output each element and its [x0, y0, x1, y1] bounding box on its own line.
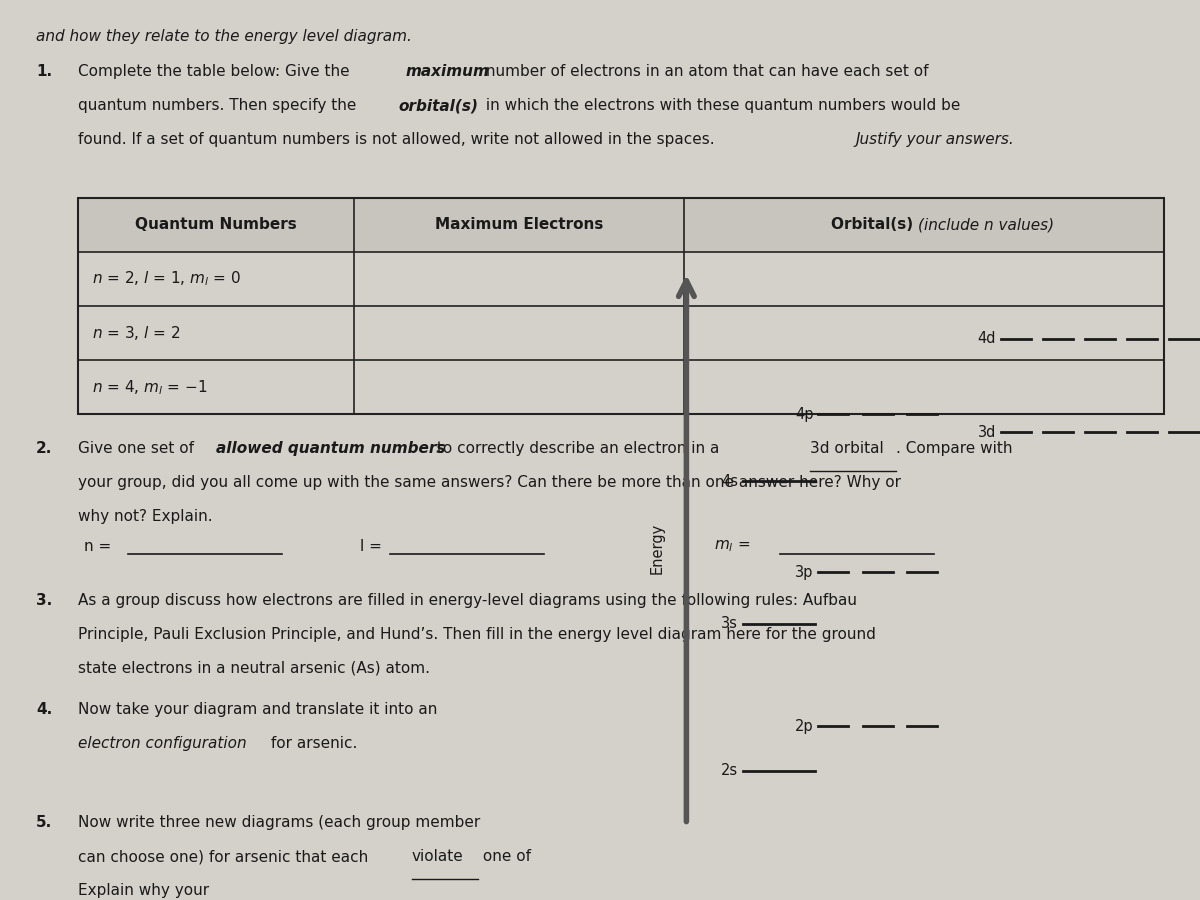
Text: 2s: 2s: [721, 763, 738, 778]
Text: Quantum Numbers: Quantum Numbers: [136, 218, 296, 232]
Text: . Compare with: . Compare with: [896, 441, 1013, 456]
Text: state electrons in a neutral arsenic (As) atom.: state electrons in a neutral arsenic (As…: [78, 661, 430, 675]
Text: in which the electrons with these quantum numbers would be: in which the electrons with these quantu…: [481, 98, 960, 113]
Text: allowed quantum numbers: allowed quantum numbers: [216, 441, 445, 456]
Text: orbital(s): orbital(s): [398, 98, 479, 113]
Text: for arsenic.: for arsenic.: [266, 736, 358, 752]
Text: Maximum Electrons: Maximum Electrons: [434, 218, 604, 232]
Text: 4.: 4.: [36, 702, 53, 717]
Text: 5.: 5.: [36, 815, 53, 831]
Text: Complete the table below: Give the: Complete the table below: Give the: [78, 64, 354, 79]
Text: 3d: 3d: [978, 425, 996, 440]
Text: why not? Explain.: why not? Explain.: [78, 508, 212, 524]
Text: Justify your answers.: Justify your answers.: [856, 132, 1014, 147]
Text: can choose one) for arsenic that each: can choose one) for arsenic that each: [78, 850, 373, 864]
Text: 2.: 2.: [36, 441, 53, 456]
Text: (include n values): (include n values): [918, 218, 1054, 232]
Text: Now write three new diagrams (each group member: Now write three new diagrams (each group…: [78, 815, 480, 831]
Text: 3p: 3p: [796, 564, 814, 580]
Bar: [78, 198, 1164, 414]
Text: Explain why your: Explain why your: [78, 883, 209, 898]
Text: As a group discuss how electrons are filled in energy-level diagrams using the f: As a group discuss how electrons are fil…: [78, 593, 857, 608]
Text: $n$ = 2, $l$ = 1, $m_l$ = 0: $n$ = 2, $l$ = 1, $m_l$ = 0: [92, 270, 241, 288]
Bar: [78, 198, 1164, 252]
Text: 3s: 3s: [721, 616, 738, 632]
Text: electron configuration: electron configuration: [78, 736, 247, 752]
Text: 3d orbital: 3d orbital: [810, 441, 883, 456]
Text: one of: one of: [478, 850, 530, 864]
Text: quantum numbers. Then specify the: quantum numbers. Then specify the: [78, 98, 361, 113]
Text: Give one set of: Give one set of: [78, 441, 199, 456]
Text: 3.: 3.: [36, 593, 53, 608]
Text: your group, did you all come up with the same answers? Can there be more than on: your group, did you all come up with the…: [78, 475, 901, 490]
Text: found. If a set of quantum numbers is not allowed, write not allowed in the spac: found. If a set of quantum numbers is no…: [78, 132, 720, 147]
Text: Principle, Pauli Exclusion Principle, and Hund’s. Then fill in the energy level : Principle, Pauli Exclusion Principle, an…: [78, 626, 876, 642]
Text: 4p: 4p: [796, 407, 814, 422]
Text: Orbital(s): Orbital(s): [830, 218, 918, 232]
Text: to correctly describe an electron in a: to correctly describe an electron in a: [432, 441, 725, 456]
Text: and how they relate to the energy level diagram.: and how they relate to the energy level …: [36, 29, 412, 43]
Text: $m_l$ =: $m_l$ =: [714, 538, 750, 554]
Text: $n$ = 4, $m_l$ = $-$1: $n$ = 4, $m_l$ = $-$1: [92, 378, 208, 397]
Text: 4d: 4d: [978, 331, 996, 346]
Text: violate: violate: [412, 850, 463, 864]
Text: number of electrons in an atom that can have each set of: number of electrons in an atom that can …: [481, 64, 929, 79]
Text: maximum: maximum: [406, 64, 490, 79]
Text: l =: l =: [360, 539, 382, 554]
Text: 2p: 2p: [794, 719, 814, 733]
Text: n =: n =: [84, 539, 112, 554]
Text: 1.: 1.: [36, 64, 52, 79]
Text: 4s: 4s: [721, 473, 738, 489]
Text: $n$ = 3, $l$ = 2: $n$ = 3, $l$ = 2: [92, 324, 181, 342]
Text: Energy: Energy: [650, 523, 665, 573]
Text: Now take your diagram and translate it into an: Now take your diagram and translate it i…: [78, 702, 437, 717]
